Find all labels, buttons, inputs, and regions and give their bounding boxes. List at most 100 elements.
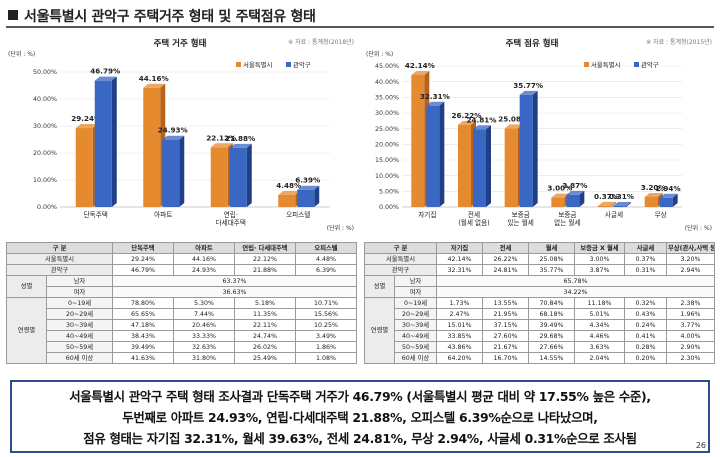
chart-title: 주택 거주 형태 bbox=[154, 38, 207, 49]
table-row: 40~49세 33.85% 27.60% 29.68% 4.46% 0.41% 4.00% bbox=[365, 330, 715, 342]
data-label: 4.48% bbox=[276, 181, 301, 190]
table-cell: 0.31% bbox=[624, 264, 667, 276]
bar bbox=[566, 194, 580, 207]
table-cell: 63.37% bbox=[112, 275, 357, 287]
y-tick-label: 25.00% bbox=[375, 126, 399, 133]
bar-side bbox=[246, 143, 252, 207]
table-cell: 10.71% bbox=[295, 297, 357, 309]
table-header-cell: 월세 bbox=[528, 242, 575, 254]
table-cell: 65.78% bbox=[436, 275, 715, 287]
bar bbox=[551, 197, 565, 207]
table-cell: 33.33% bbox=[173, 330, 235, 342]
table-row: 서울특별시 42.14% 26.22% 25.08% 3.00% 0.37% 3.20% bbox=[364, 253, 715, 265]
table-header-row: 구 분 자기집 전세 월세 보증금 X 월세 사글세 무상(관사,사택 등) bbox=[364, 242, 715, 254]
row-label-cell: 관악구 bbox=[6, 264, 113, 276]
bar bbox=[94, 80, 112, 207]
bar bbox=[613, 206, 626, 207]
table-header-cell: 구 분 bbox=[364, 242, 437, 254]
title-square-icon bbox=[8, 10, 18, 20]
table-cell: 13.55% bbox=[482, 297, 529, 309]
table-cell: 78.80% bbox=[112, 297, 174, 309]
bar bbox=[458, 124, 471, 207]
summary-box: 서울특별시 관악구 주택 형태 조사결과 단독주택 거주가 46.79% (서울… bbox=[10, 380, 710, 453]
table-row: 연령별 0~19세 1.73% 13.55% 70.84% 11.18% 0.32% 2.38… bbox=[364, 297, 715, 364]
bar-top bbox=[162, 135, 185, 140]
table-cell: 1.73% bbox=[436, 297, 483, 309]
y-tick-label: 40.00% bbox=[375, 79, 399, 86]
y-tick-label: 45.00% bbox=[375, 63, 399, 70]
table-row: 서울특별시 29.24% 44.16% 22.12% 4.48% bbox=[6, 253, 357, 265]
page-title: 서울특별시 관악구 주택거주 형태 및 주택점유 형태 bbox=[24, 9, 316, 25]
table-cell: 11.18% bbox=[574, 297, 625, 309]
x-tick-label: 아파트 bbox=[154, 210, 172, 219]
row-label-cell: 60세 이상 bbox=[394, 352, 437, 364]
table-cell: 2.04% bbox=[574, 352, 625, 364]
bar-top bbox=[210, 143, 233, 148]
bar-top bbox=[566, 190, 585, 195]
bar bbox=[644, 196, 658, 207]
table-row: 30~39세 15.01% 37.15% 39.49% 4.34% 0.24% 3.77% bbox=[365, 319, 715, 331]
table-cell: 15.01% bbox=[436, 319, 483, 331]
table-cell: 68.18% bbox=[528, 308, 575, 320]
table-cell: 7.44% bbox=[173, 308, 235, 320]
unit-top-label: (단위 : %) bbox=[8, 50, 35, 58]
legend-swatch bbox=[236, 62, 241, 67]
data-label: 32.31% bbox=[420, 92, 450, 101]
y-tick-label: 20.00% bbox=[375, 142, 399, 149]
table-row: 20~29세 2.47% 21.95% 68.18% 5.01% 0.43% 1.96% bbox=[365, 308, 715, 320]
table-cell: 42.14% bbox=[436, 253, 483, 265]
x-tick-label: 오피스텔 bbox=[286, 210, 310, 219]
y-tick-label: 10.00% bbox=[33, 177, 57, 184]
y-tick-label: 30.00% bbox=[33, 123, 57, 130]
tenure-type-table: 구 분 자기집 전세 월세 보증금 X 월세 사글세 무상(관사,사택 등) 서울특별시 42.… bbox=[364, 242, 715, 364]
table-cell: 4.48% bbox=[295, 253, 357, 265]
chart-title: 주택 점유 형태 bbox=[506, 38, 559, 49]
bar-side bbox=[439, 101, 445, 207]
table-cell: 22.12% bbox=[234, 253, 296, 265]
table-row: 50~59세 39.49% 32.63% 26.02% 1.86% bbox=[7, 341, 357, 353]
legend-label: 관악구 bbox=[293, 60, 311, 69]
bar-top bbox=[551, 193, 570, 198]
bar bbox=[75, 128, 93, 207]
bar bbox=[411, 74, 425, 207]
bar-top bbox=[504, 124, 523, 129]
table-cell: 41.63% bbox=[112, 352, 174, 364]
legend-swatch bbox=[634, 62, 639, 67]
table-row: 20~29세 65.65% 7.44% 11.35% 15.56% bbox=[7, 308, 357, 320]
bar-top bbox=[519, 90, 538, 95]
table-cell: 4.34% bbox=[574, 319, 625, 331]
row-label-cell: 0~19세 bbox=[46, 297, 113, 309]
row-label-cell: 30~39세 bbox=[394, 319, 437, 331]
table-cell: 65.65% bbox=[112, 308, 174, 320]
y-tick-label: 50.00% bbox=[33, 69, 57, 76]
x-tick-label: 사글세 bbox=[605, 210, 623, 219]
row-label-cell: 30~39세 bbox=[46, 319, 113, 331]
bar-side bbox=[672, 193, 678, 207]
data-label: 46.79% bbox=[90, 67, 120, 76]
bar bbox=[278, 194, 296, 207]
table-cell: 1.08% bbox=[295, 352, 357, 364]
table-cell: 24.81% bbox=[482, 264, 529, 276]
data-label: 42.14% bbox=[405, 61, 435, 70]
x-tick-label: (월세 없음) bbox=[458, 218, 490, 227]
data-label: 26.22% bbox=[452, 111, 482, 120]
table-cell: 10.25% bbox=[295, 319, 357, 331]
x-tick-label: 보증금 bbox=[558, 211, 576, 219]
legend-label: 서울특별시 bbox=[243, 60, 273, 69]
chart-source: ※ 자료 : 통계청(2018년) bbox=[288, 38, 354, 46]
table-cell: 38.43% bbox=[112, 330, 174, 342]
data-label: 3.20% bbox=[641, 183, 666, 192]
bar-top bbox=[297, 185, 320, 190]
legend-swatch bbox=[584, 62, 589, 67]
row-label-cell: 남자 bbox=[46, 275, 113, 287]
table-cell: 3.63% bbox=[574, 341, 625, 353]
row-label-cell: 40~49세 bbox=[394, 330, 437, 342]
bar-top bbox=[278, 190, 301, 195]
table-row: 여자 36.63% bbox=[7, 286, 357, 298]
table-cell: 21.88% bbox=[234, 264, 296, 276]
table-cell: 26.22% bbox=[482, 253, 529, 265]
table-cell: 6.39% bbox=[295, 264, 357, 276]
tenure-type-chart: 주택 점유 형태 ※ 자료 : 통계청(2015년) (단위 : %) (단위 : %… bbox=[366, 38, 712, 232]
y-tick-label: 0.00% bbox=[37, 204, 57, 211]
table-cell: 32.63% bbox=[173, 341, 235, 353]
